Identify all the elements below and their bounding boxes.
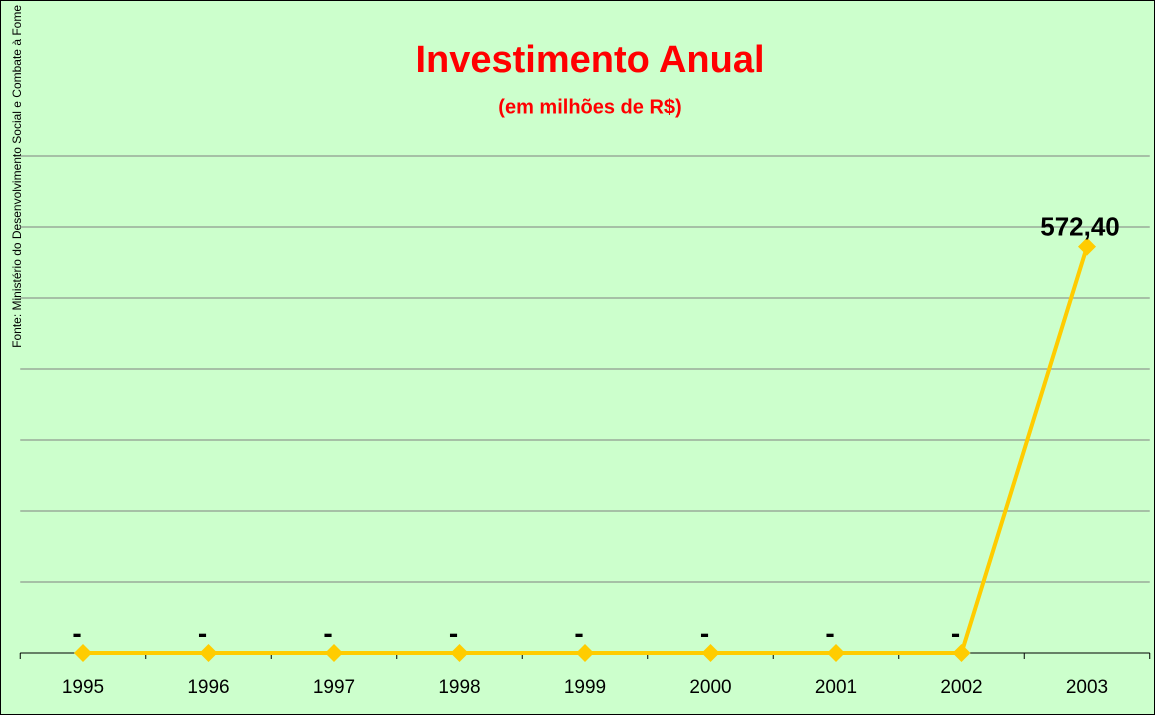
point-marker — [1078, 237, 1096, 256]
point-marker — [450, 644, 469, 662]
point-marker — [325, 644, 343, 662]
source-note: Fonte: Ministério do Desenvolvimento Soc… — [10, 5, 24, 348]
x-tick-label: 2001 — [815, 677, 857, 698]
data-label: - — [574, 617, 583, 648]
point-marker — [199, 644, 218, 662]
data-label: - — [72, 617, 81, 648]
point-marker — [827, 644, 845, 662]
data-label: - — [951, 617, 960, 648]
x-tick-label: 1995 — [62, 677, 104, 698]
data-label: - — [825, 617, 834, 648]
data-label: - — [198, 617, 207, 648]
x-tick-label: 1998 — [438, 677, 480, 698]
point-marker — [576, 644, 594, 662]
x-tick-label: 1997 — [313, 677, 355, 698]
x-tick-label: 1999 — [564, 677, 606, 698]
x-tick-label: 2000 — [689, 677, 731, 698]
x-tick-label: 2002 — [940, 677, 982, 698]
data-label: 572,40 — [1040, 211, 1120, 241]
chart-subtitle: (em milhões de R$) — [498, 96, 681, 118]
point-marker — [701, 644, 720, 662]
chart-title: Investimento Anual — [415, 39, 764, 81]
data-label: - — [700, 617, 709, 648]
point-marker — [952, 644, 971, 662]
x-tick-label: 2003 — [1066, 677, 1108, 698]
point-marker — [74, 644, 92, 662]
data-label: - — [449, 617, 458, 648]
data-label: - — [323, 617, 332, 648]
x-tick-label: 1996 — [187, 677, 229, 698]
